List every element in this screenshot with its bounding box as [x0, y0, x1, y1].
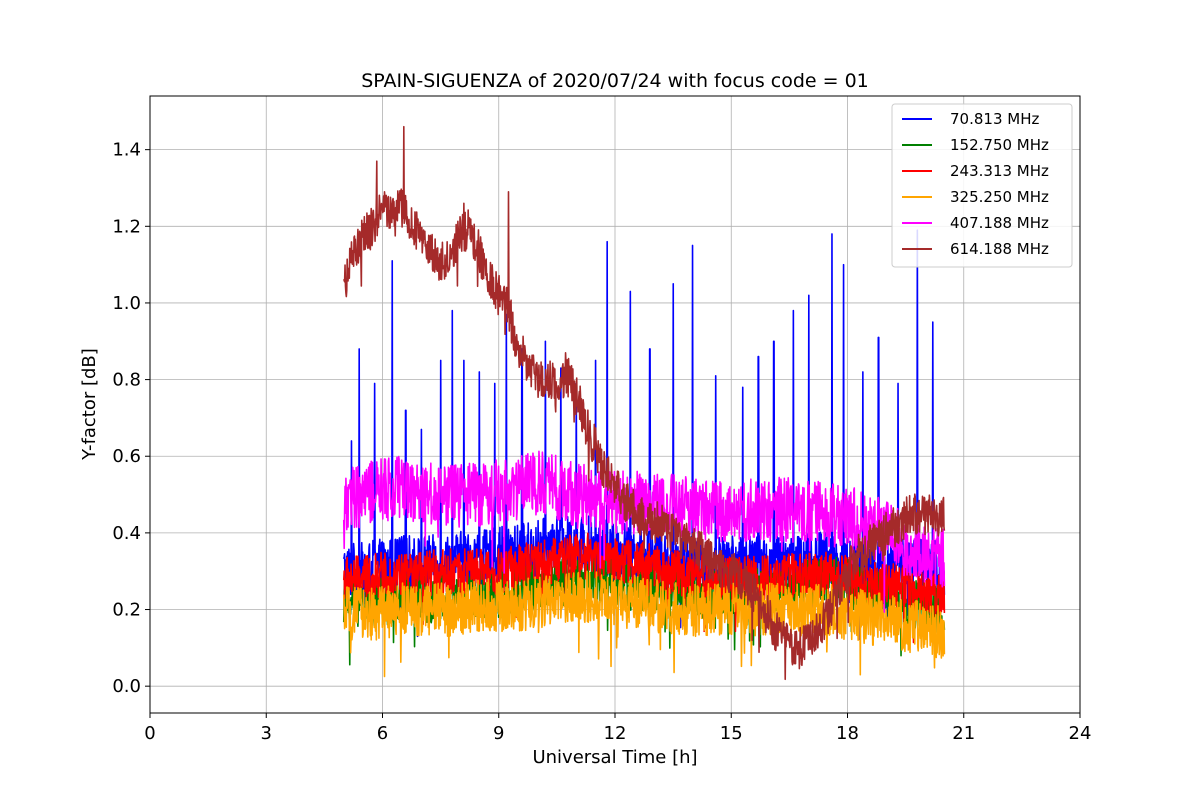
y-tick-label: 0.4 [112, 523, 141, 544]
y-tick-label: 1.2 [112, 216, 141, 237]
chart-title: SPAIN-SIGUENZA of 2020/07/24 with focus … [361, 70, 869, 92]
y-tick-label: 0.8 [112, 370, 141, 391]
x-tick-label: 24 [1069, 723, 1092, 744]
series-line-2 [342, 532, 946, 644]
y-axis-label: Y-factor [dB] [79, 348, 100, 461]
y-tick-label: 0.2 [112, 600, 141, 621]
x-tick-label: 6 [377, 723, 388, 744]
x-tick-label: 3 [261, 723, 272, 744]
x-tick-label: 9 [493, 723, 504, 744]
legend-box [891, 103, 1073, 268]
series-line-3 [342, 570, 946, 678]
legend-label: 325.250 MHz [950, 188, 1049, 206]
y-tick-label: 1.4 [112, 140, 141, 161]
legend: 70.813 MHz 152.750 MHz 243.313 MHz 325.250 … [891, 103, 1073, 268]
legend-label: 407.188 MHz [950, 214, 1049, 232]
x-tick-label: 12 [604, 723, 627, 744]
plot-area [342, 125, 946, 681]
legend-label: 70.813 MHz [950, 110, 1039, 128]
y-tick-label: 0.6 [112, 446, 141, 467]
series-line-5 [342, 125, 946, 681]
axis-ticks: 0 3 6 9 12 15 18 21 24 0.0 0.2 0.4 0.6 0.8 1.0 1.2 1.4 [112, 140, 1091, 744]
x-tick-label: 15 [720, 723, 743, 744]
legend-label: 243.313 MHz [950, 162, 1049, 180]
x-tick-label: 21 [952, 723, 975, 744]
x-tick-label: 18 [836, 723, 859, 744]
y-tick-label: 1.0 [112, 293, 141, 314]
y-tick-label: 0.0 [112, 676, 141, 697]
x-axis-label: Universal Time [h] [532, 747, 697, 768]
legend-label: 614.188 MHz [950, 240, 1049, 258]
legend-label: 152.750 MHz [950, 136, 1049, 154]
x-tick-label: 0 [144, 723, 155, 744]
